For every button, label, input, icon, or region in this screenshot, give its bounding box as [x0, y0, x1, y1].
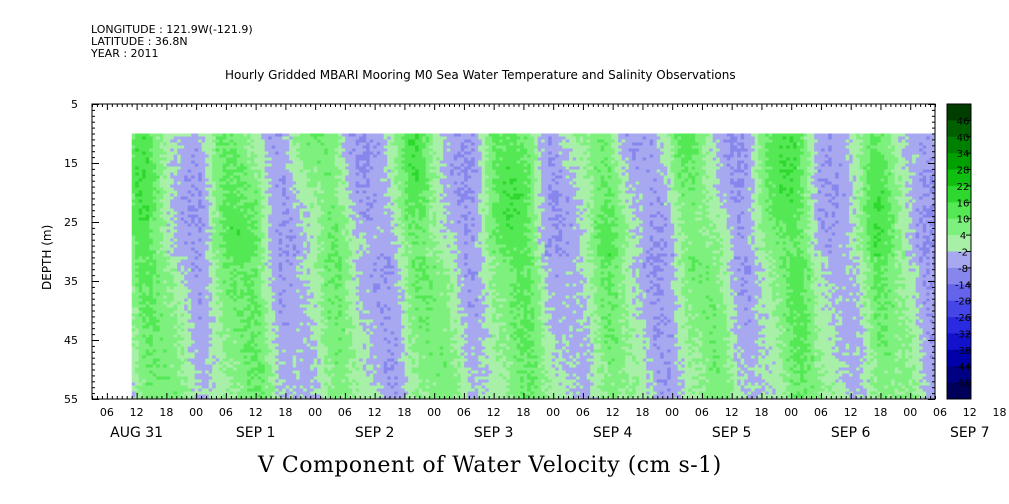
x-hour-tick-label: 18	[635, 406, 649, 419]
colorbar-tick-label: 4	[960, 231, 966, 242]
x-day-label: SEP 6	[831, 425, 871, 441]
colorbar-tick-label: -26	[955, 313, 971, 324]
chart-title: Hourly Gridded MBARI Mooring M0 Sea Wate…	[225, 68, 736, 82]
colorbar-swatch	[947, 218, 971, 236]
x-hour-tick-label: 00	[308, 406, 322, 419]
colorbar-swatch	[947, 120, 971, 138]
y-tick-label: 15	[64, 157, 78, 170]
colorbar-swatch	[947, 136, 971, 154]
x-hour-tick-label: 18	[159, 406, 173, 419]
y-axis-label: DEPTH (m)	[40, 225, 54, 290]
colorbar-swatch	[947, 104, 971, 121]
x-hour-tick-label: 06	[457, 406, 471, 419]
colorbar-tick-label: -32	[955, 329, 971, 340]
colorbar-tick-label: -44	[955, 362, 971, 373]
x-hour-tick-label: 18	[992, 406, 1006, 419]
colorbar-tick-label: 40	[957, 133, 970, 144]
x-day-label: SEP 4	[593, 425, 633, 441]
x-hour-tick-label: 12	[487, 406, 501, 419]
y-tick-label: 25	[64, 216, 78, 229]
x-hour-tick-label: 12	[606, 406, 620, 419]
longitude-label: LONGITUDE : 121.9W(-121.9)	[91, 24, 253, 36]
colorbar-tick-label: -14	[955, 280, 971, 291]
colorbar-tick-label: -20	[955, 297, 971, 308]
x-hour-tick-label: 12	[130, 406, 144, 419]
x-hour-tick-label: 00	[784, 406, 798, 419]
colorbar-tick-label: 10	[957, 215, 970, 226]
colorbar-tick-label: 46	[957, 116, 970, 127]
colorbar-swatch	[947, 267, 971, 285]
y-tick-label: 35	[64, 275, 78, 288]
x-hour-tick-label: 12	[249, 406, 263, 419]
colorbar-swatch	[947, 185, 971, 203]
x-hour-tick-label: 06	[338, 406, 352, 419]
x-day-label: SEP 1	[236, 425, 276, 441]
colorbar-swatch	[947, 366, 971, 384]
x-hour-tick-label: 00	[665, 406, 679, 419]
x-hour-tick-label: 12	[725, 406, 739, 419]
x-hour-tick-label: 18	[516, 406, 530, 419]
latitude-label: LATITUDE : 36.8N	[91, 36, 188, 48]
x-hour-tick-label: 18	[754, 406, 768, 419]
colorbar-tick-label: -8	[958, 264, 968, 275]
x-hour-tick-label: 18	[873, 406, 887, 419]
colorbar-swatch	[947, 317, 971, 334]
x-hour-tick-label: 12	[844, 406, 858, 419]
colorbar-swatch	[947, 300, 971, 318]
colorbar-swatch	[947, 333, 971, 351]
x-hour-tick-label: 06	[219, 406, 233, 419]
x-hour-tick-label: 12	[963, 406, 977, 419]
year-label: YEAR : 2011	[91, 48, 159, 60]
x-axis: 06 12 18 00 06 12 18 00 06 12 18 00 06 12 18 00 06 12 18 00…	[92, 104, 1006, 441]
colorbar: 46 40 34 28 22 16 10 4 -2 -8 -14 -20 -26 -32 -38 -44 -50	[946, 103, 972, 400]
colorbar-tick-label: -2	[958, 248, 968, 259]
x-hour-tick-label: 00	[546, 406, 560, 419]
heatmap-field	[131, 133, 935, 399]
x-hour-tick-label: 06	[695, 406, 709, 419]
x-day-label: SEP 2	[355, 425, 395, 441]
x-hour-tick-label: 06	[576, 406, 590, 419]
colorbar-swatch	[947, 153, 971, 170]
x-day-label: SEP 3	[474, 425, 514, 441]
colorbar-swatch	[947, 284, 971, 302]
colorbar-swatch	[947, 169, 971, 187]
x-hour-tick-label: 00	[189, 406, 203, 419]
colorbar-swatch	[947, 235, 971, 252]
x-hour-tick-label: 06	[100, 406, 114, 419]
x-day-label: SEP 5	[712, 425, 752, 441]
colorbar-tick-label: 34	[957, 149, 970, 160]
y-axis: DEPTH (m) 5 15 25 35 45 55	[40, 98, 935, 406]
colorbar-tick-label: 22	[957, 182, 970, 193]
x-day-label: AUG 31	[110, 425, 163, 441]
colorbar-tick-label: -38	[955, 346, 971, 357]
x-hour-tick-label: 00	[427, 406, 441, 419]
x-hour-tick-label: 06	[933, 406, 947, 419]
x-hour-tick-label: 18	[278, 406, 292, 419]
x-hour-tick-label: 00	[903, 406, 917, 419]
x-hour-tick-label: 06	[814, 406, 828, 419]
colorbar-swatch	[947, 349, 971, 367]
colorbar-tick-label: 28	[957, 166, 970, 177]
x-day-label: SEP 7	[950, 425, 990, 441]
colorbar-swatch	[947, 251, 971, 269]
variable-label: V Component of Water Velocity (cm s-1)	[258, 453, 722, 478]
x-hour-tick-label: 12	[368, 406, 382, 419]
colorbar-swatch	[947, 382, 971, 400]
colorbar-tick-label: 16	[957, 198, 970, 209]
y-tick-label: 45	[64, 334, 78, 347]
x-hour-tick-label: 18	[397, 406, 411, 419]
colorbar-tick-label: -50	[955, 379, 971, 390]
y-tick-label: 5	[71, 98, 78, 111]
y-tick-label: 55	[64, 393, 78, 406]
colorbar-swatch	[947, 202, 971, 220]
